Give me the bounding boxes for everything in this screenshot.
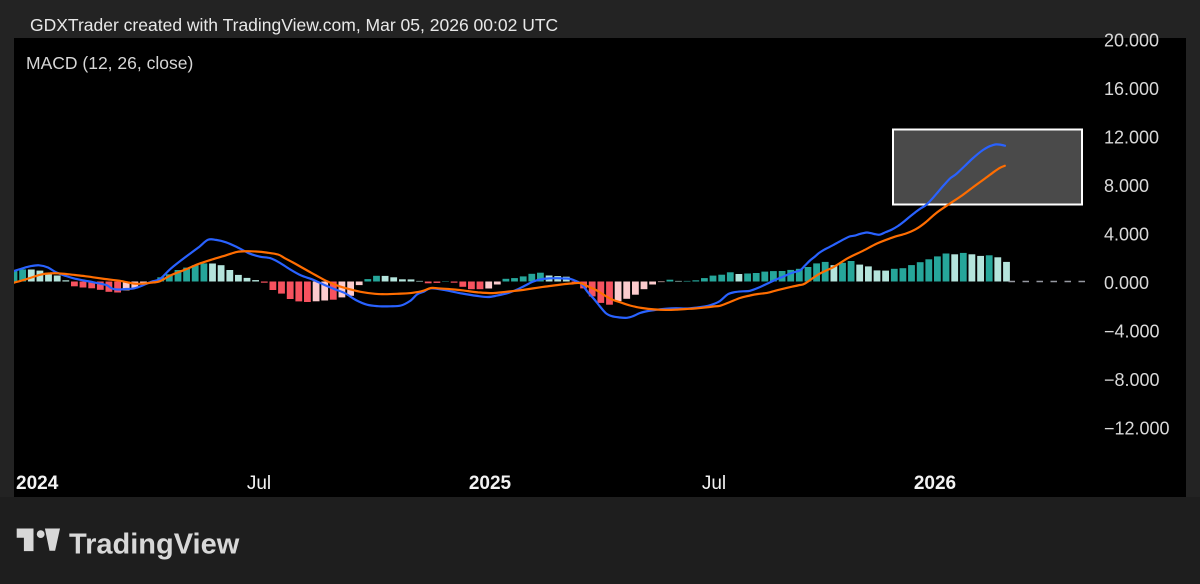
svg-text:2024: 2024	[16, 473, 59, 494]
svg-text:GDXTrader created with Trading: GDXTrader created with TradingView.com, …	[30, 15, 558, 35]
svg-text:4.000: 4.000	[1104, 225, 1149, 245]
svg-text:8.000: 8.000	[1104, 176, 1149, 196]
svg-text:12.000: 12.000	[1104, 128, 1159, 148]
svg-text:16.000: 16.000	[1104, 79, 1159, 99]
svg-text:−8.000: −8.000	[1104, 370, 1160, 390]
svg-text:20.000: 20.000	[1104, 31, 1159, 51]
svg-text:−12.000: −12.000	[1104, 419, 1170, 439]
svg-text:0.000: 0.000	[1104, 273, 1149, 293]
svg-text:−4.000: −4.000	[1104, 322, 1160, 342]
svg-text:2026: 2026	[914, 473, 956, 494]
svg-text:Jul: Jul	[247, 473, 271, 494]
svg-text:Jul: Jul	[702, 473, 726, 494]
svg-text:MACD (12, 26, close): MACD (12, 26, close)	[26, 53, 193, 73]
svg-text:2025: 2025	[469, 473, 512, 494]
svg-text:TradingView: TradingView	[69, 529, 240, 561]
